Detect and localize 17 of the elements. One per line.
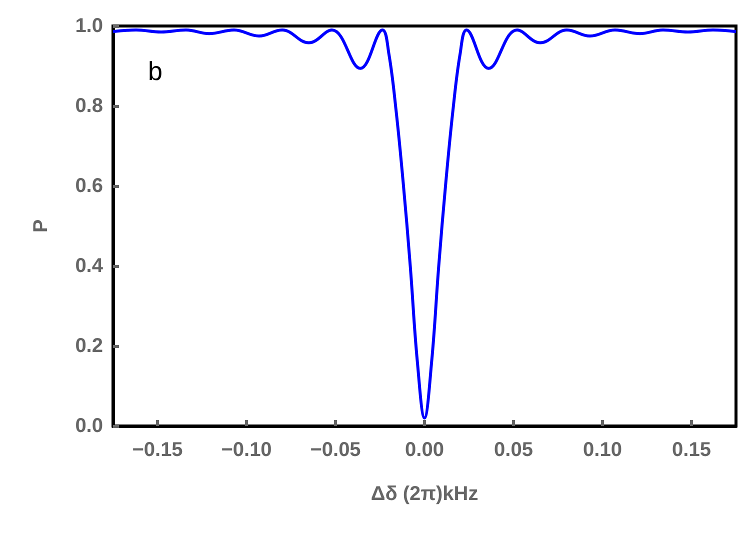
annotation: b: [148, 56, 162, 86]
x-tick-label: −0.05: [310, 439, 361, 461]
x-tick-label: 0.10: [583, 439, 622, 461]
y-tick-label: 0.2: [75, 335, 103, 357]
x-tick-label: 0.00: [405, 439, 444, 461]
x-tick-label: −0.10: [221, 439, 272, 461]
x-tick-label: 0.05: [494, 439, 533, 461]
y-tick-label: 1.0: [75, 15, 103, 37]
y-axis-title: P: [30, 219, 52, 233]
y-tick-label: 0.0: [75, 415, 103, 437]
y-tick-label: 0.6: [75, 175, 103, 197]
line-series: [112, 28, 738, 420]
x-axis-title: Δδ (2π)kHz: [370, 483, 478, 505]
x-tick-label: 0.15: [672, 439, 711, 461]
x-tick-label: −0.15: [132, 439, 183, 461]
y-tick-label: 0.4: [75, 255, 104, 277]
y-tick-label: 0.8: [75, 95, 103, 117]
